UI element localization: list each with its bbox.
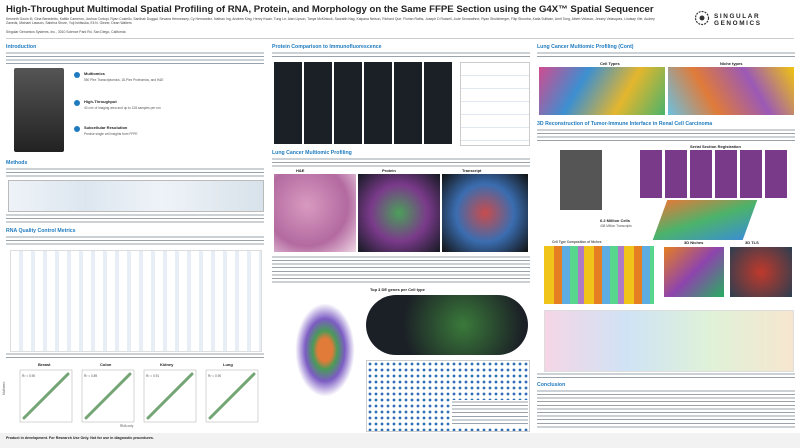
icon	[74, 100, 80, 106]
text-block	[6, 213, 264, 225]
feature-text: 550 Plex Transcriptomics, 18-Plex Proteo…	[84, 78, 164, 82]
feature-title: High-Throughput	[84, 99, 117, 104]
feature-title: Subcellular Resolution	[84, 125, 128, 130]
niche-image	[366, 295, 528, 355]
umap	[290, 295, 360, 405]
section-heading: RNA Quality Control Metrics	[6, 228, 76, 234]
protein-images	[274, 62, 454, 144]
icon	[74, 72, 80, 78]
instrument-image	[14, 68, 64, 152]
panel-title: Niche types	[720, 61, 743, 66]
feature-text: 40 cm² of imaging area and up to 128 sam…	[84, 106, 161, 110]
r2: R² = 0.90	[22, 374, 36, 378]
scatter-panels	[19, 369, 259, 423]
feature-text: Precise single cell insights from FFPE	[84, 132, 138, 136]
panel-title: Kidney	[160, 362, 174, 367]
text-block	[6, 235, 264, 245]
panel-title: Serial Section Registration	[690, 144, 741, 149]
divider	[6, 38, 794, 39]
r2: R² = 0.91	[146, 374, 160, 378]
niche-3d	[664, 247, 724, 297]
r2: R² = 0.90	[208, 374, 222, 378]
panel-title: Cell Type Composition of Niches	[552, 240, 602, 244]
text-block	[537, 372, 795, 378]
text-block	[6, 352, 264, 360]
panel-title: Protein	[382, 168, 396, 173]
violin-plots	[10, 250, 262, 352]
composition-chart	[544, 246, 654, 304]
section-heading: Conclusion	[537, 382, 566, 388]
footer	[0, 433, 800, 448]
r2: R² = 0.89	[84, 374, 98, 378]
panel-title: H&E	[296, 168, 305, 173]
icon	[74, 126, 80, 132]
text-block	[272, 51, 530, 59]
panel-title: 3D TLS	[745, 240, 759, 245]
text-block	[6, 51, 264, 65]
niche-types-image	[668, 67, 794, 115]
text-block	[537, 51, 795, 59]
3d-panels	[544, 310, 794, 372]
cells: 6.2 Million Cells	[600, 218, 631, 223]
section-heading: Lung Cancer Multiomic Profiling (Cont)	[537, 44, 634, 50]
y-axis-label: Multiomic	[2, 381, 6, 395]
logo-text: SINGULAR GENOMICS	[714, 13, 762, 27]
tls-3d	[730, 247, 792, 297]
authors: Kenneth Gouin III, Gina Benedetto, Kaitl…	[6, 17, 655, 26]
de-title: Top 3 DE genes per Cell type	[370, 287, 425, 292]
section-heading: 3D Reconstruction of Tumor-Immune Interf…	[537, 121, 713, 127]
protein-scatter	[460, 62, 530, 146]
section-heading: Lung Cancer Multiomic Profiling	[272, 150, 352, 156]
he-image	[274, 174, 356, 252]
panel-title: Breast	[38, 362, 51, 367]
3d-volume	[652, 200, 758, 240]
transcript-image	[442, 174, 528, 252]
panel-title: Colon	[100, 362, 112, 367]
panel-title: 3D Niches	[684, 240, 704, 245]
x-axis-label: RNA only	[120, 424, 134, 428]
section-heading: Introduction	[6, 44, 37, 50]
protein-image	[358, 174, 440, 252]
cell-types-image	[539, 67, 665, 115]
section-heading: Protein Comparison to Immunofluorescence	[272, 44, 382, 50]
affiliation: Singular Genomics Systems, Inc., 3010 Sc…	[6, 30, 126, 34]
slide-image	[560, 150, 602, 210]
disclaimer: Product in development. For Research Use…	[6, 436, 154, 440]
panel-title: Cell Types	[600, 61, 620, 66]
text-block	[6, 167, 264, 177]
feature-title: Multiomics	[84, 71, 105, 76]
logo-icon	[694, 10, 710, 26]
panel-title: Transcript	[462, 168, 482, 173]
text-block	[452, 400, 528, 426]
serial-sections	[640, 150, 790, 198]
workflow-figure	[8, 180, 264, 212]
transcripts: 438 Million Transcripts	[600, 224, 632, 228]
text-block	[537, 389, 795, 429]
text-block	[272, 255, 530, 285]
text-block	[537, 128, 795, 142]
text-block	[272, 157, 530, 167]
poster-title: High-Throughput Multimodal Spatial Profi…	[6, 4, 654, 15]
section-heading: Methods	[6, 160, 28, 166]
panel-title: Lung	[223, 362, 233, 367]
